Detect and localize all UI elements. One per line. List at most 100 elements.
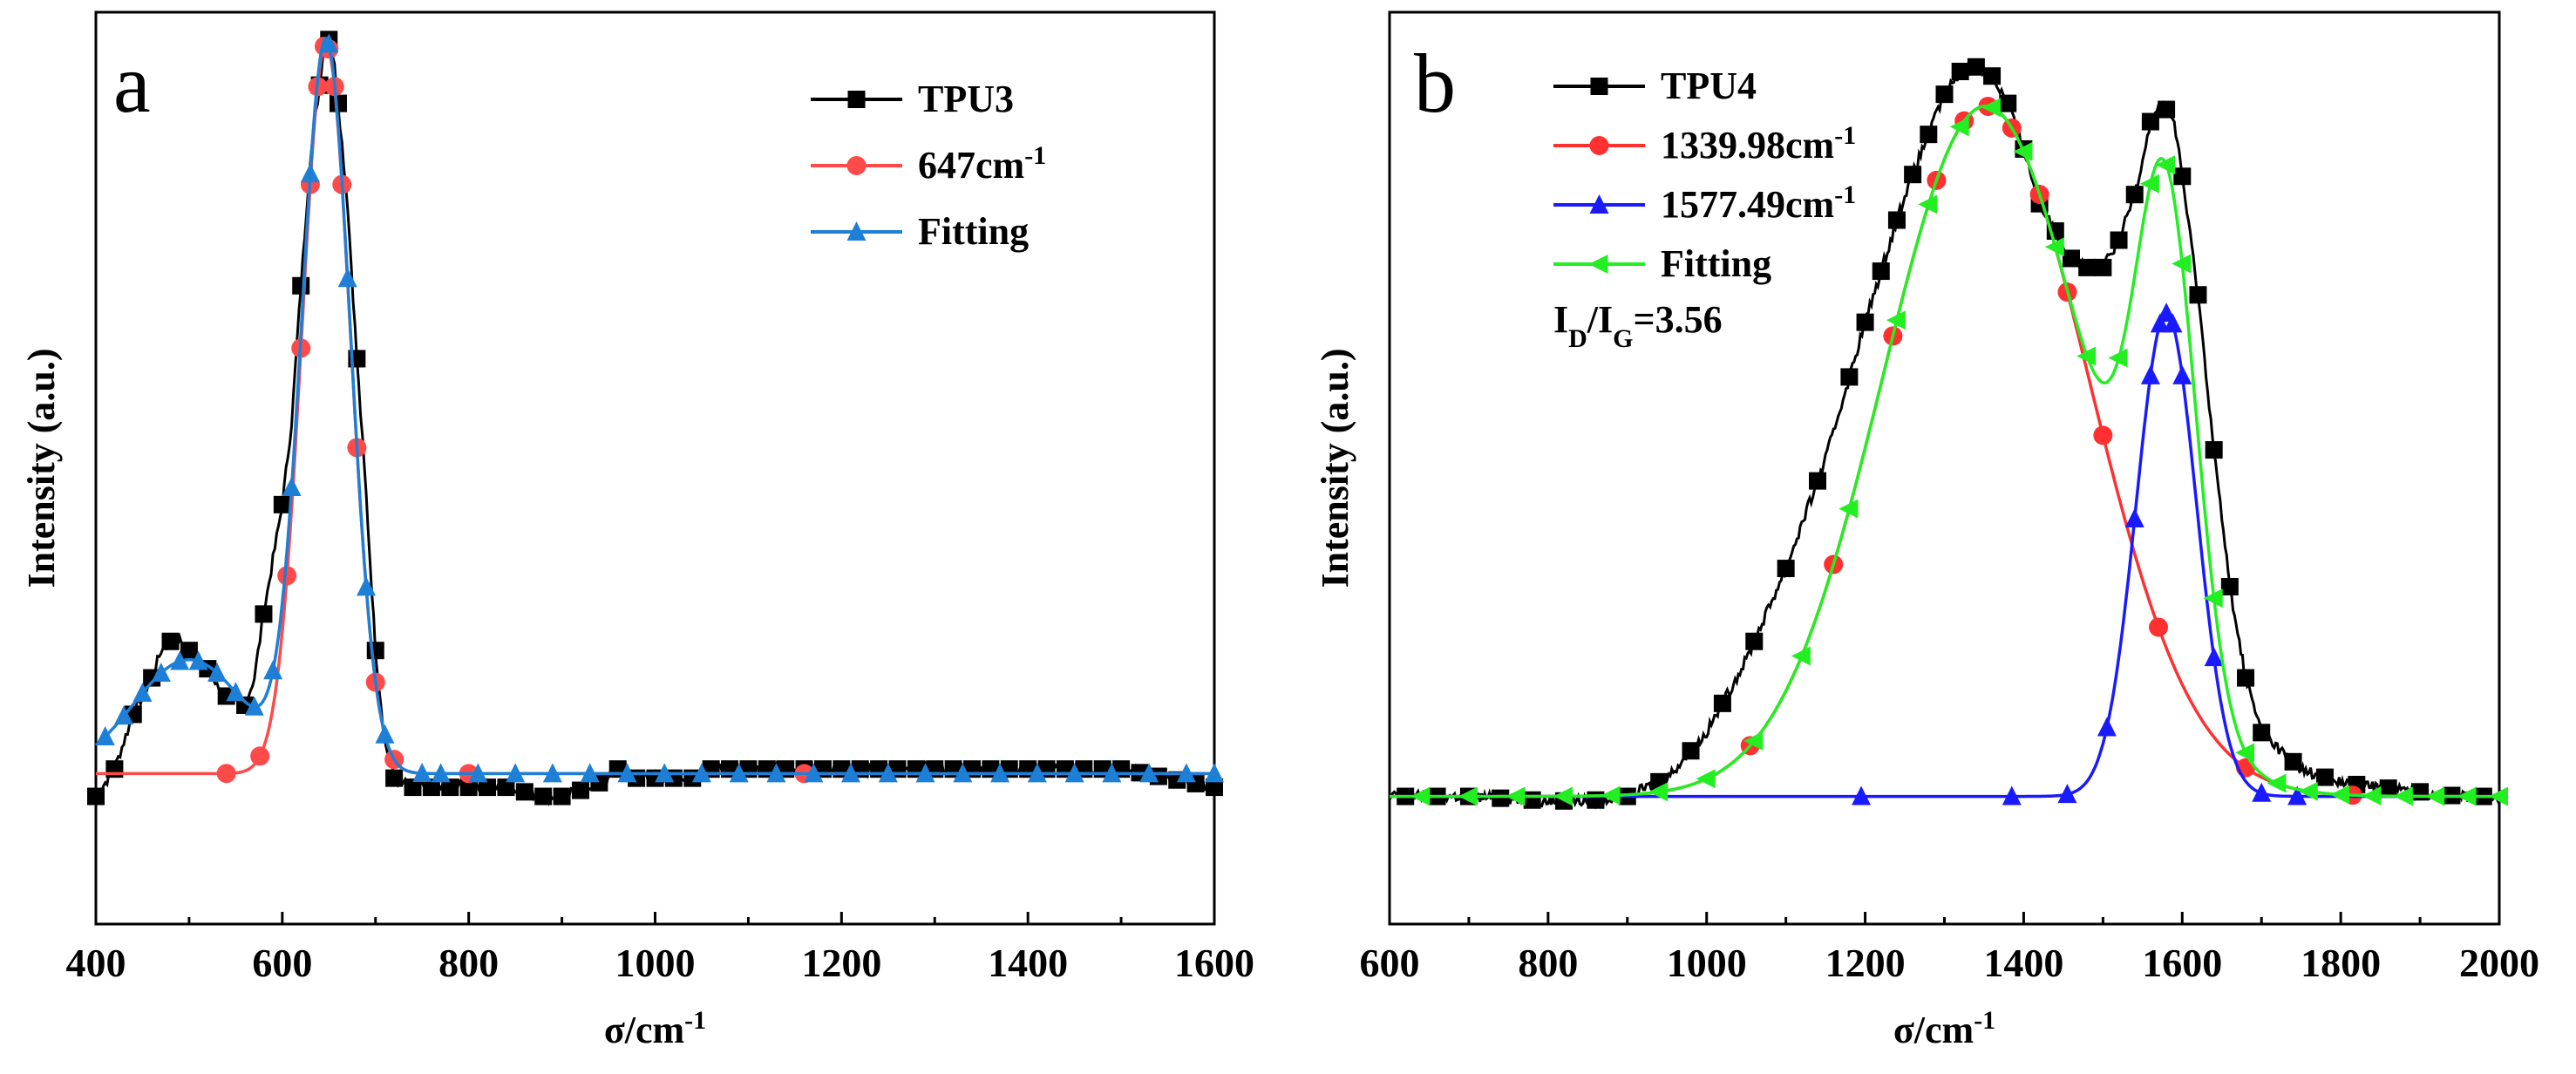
series-marker [804,763,824,783]
series-marker [1648,782,1669,802]
series-marker [1523,791,1541,809]
series-marker [2163,313,2183,333]
series-marker [1587,791,1605,809]
series-marker [337,268,357,288]
series-marker [273,495,291,513]
series-marker [385,769,404,787]
legend-label-main: Fitting [918,210,1029,253]
x-tick-label: 2000 [2459,941,2539,985]
series-marker [180,642,198,660]
legend-marker [846,221,867,241]
series-marker [375,724,395,744]
id-ig-ratio-annotation: ID/IG=3.56 [1553,298,1723,353]
x-tick-label: 1000 [1667,941,1747,985]
series-marker [216,764,236,784]
plot-frame [1388,10,2501,926]
series-marker [277,566,297,586]
series-marker [2172,254,2192,274]
series-marker [2457,786,2477,806]
legend-label: 1577.49cm-1 [1661,180,1856,227]
series-marker [1206,778,1223,797]
series-marker [1886,310,1906,330]
series-marker [580,763,600,783]
series-line [1390,104,2499,799]
series-marker [95,725,115,745]
series-tpu3 [87,31,1223,807]
series-fitting [1390,98,2508,806]
x-tick-label: 1800 [2301,941,2381,985]
legend-label-main: 1339.98cm [1661,124,1834,167]
x-axis-title-sup: -1 [1974,1006,1995,1035]
series-marker [655,763,675,783]
legend-marker [1588,255,1608,274]
legend-label-sup: -1 [1024,141,1046,170]
x-tick-label: 1600 [2142,941,2222,985]
series-marker [2379,779,2397,798]
annotation-i: I [1553,298,1568,341]
x-tick-label: 1200 [801,941,881,985]
series-marker [1139,763,1159,783]
x-axis-title-main: σ/cm [604,1009,684,1051]
series-marker [729,763,749,783]
series-line [1390,104,2499,799]
series-marker [2237,669,2255,687]
series-marker [292,276,310,295]
x-tick-label: 1200 [1825,941,1906,985]
series-marker [2330,785,2350,805]
series-line [1390,311,2499,799]
x-tick-label: 1000 [615,941,696,985]
series-marker [1872,262,1890,281]
series-marker [617,763,637,783]
series-marker [2362,785,2382,806]
annotation-sub-g: G [1613,324,1633,353]
series-marker [1918,194,1938,214]
series-marker [412,763,432,783]
series-marker [2013,141,2033,161]
series-marker [479,778,497,797]
series-marker [2298,781,2318,801]
annotation-slash: /I [1587,298,1613,341]
series-marker [329,94,347,112]
series-marker [207,662,227,682]
series-marker [2158,100,2176,119]
series-marker [2203,588,2223,608]
legend-label-sup: -1 [1834,121,1856,150]
series-marker [1856,313,1874,331]
series-marker [431,763,451,783]
series-marker [1935,85,1954,104]
y-axis-title: Intensity (a.u.) [1314,348,1356,588]
series-marker [2057,784,2077,804]
series-marker [2173,167,2192,186]
series-marker [2108,348,2128,368]
series-marker [534,787,553,806]
series-marker [282,477,302,497]
series-marker [2267,773,2287,793]
series-line [94,37,1214,776]
legend-label-main: 1577.49cm [1661,183,1834,226]
series-marker [105,760,124,778]
x-tick-label: 1600 [1174,941,1254,985]
series-marker [1981,98,2002,118]
series-marker [2097,717,2117,737]
series-marker [2125,186,2144,204]
legend-label: Fitting [1661,242,1771,285]
series-1577-49cm-1 [1390,302,2499,806]
legend-label-main: 647cm [918,144,1024,187]
legend-label-main: TPU3 [918,78,1014,120]
annotation-sub-d: D [1568,324,1587,353]
legend-label-main: TPU4 [1661,65,1757,107]
series-marker [878,763,898,783]
series-line [96,43,1214,776]
x-tick-label: 600 [252,941,312,985]
series-marker [2044,237,2064,257]
legend: TPU3 647cm-1 Fitting [811,78,1046,253]
series-marker [1696,769,1716,789]
panel-letter: a [113,37,151,130]
series-marker [571,781,589,799]
x-tick-label: 1400 [1983,941,2063,985]
series-marker [2076,346,2097,366]
series-marker [1682,742,1700,760]
series-marker [2149,617,2169,637]
legend-label: 1339.98cm-1 [1661,121,1856,167]
series-marker [553,787,571,806]
